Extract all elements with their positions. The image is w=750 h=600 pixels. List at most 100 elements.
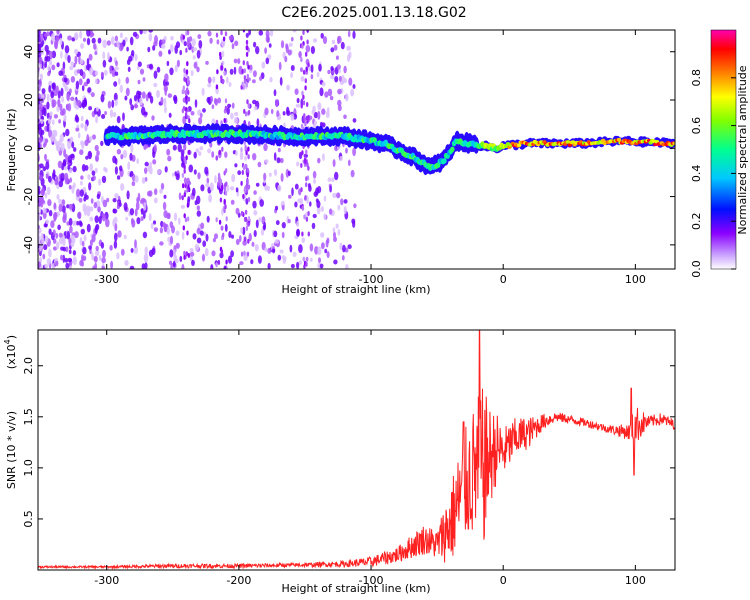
noise-blob xyxy=(207,30,212,37)
noise-blob xyxy=(327,88,333,97)
noise-blob xyxy=(231,234,234,239)
noise-blob xyxy=(55,176,59,186)
noise-blob xyxy=(321,108,326,115)
noise-blob xyxy=(305,66,308,72)
noise-blob xyxy=(186,75,190,81)
noise-blob xyxy=(336,192,341,199)
spectrogram-frame xyxy=(37,29,676,270)
noise-blob xyxy=(119,84,124,94)
noise-blob xyxy=(91,170,96,176)
noise-blob xyxy=(298,244,303,254)
noise-blob xyxy=(129,265,135,269)
noise-blob xyxy=(247,197,251,202)
noise-blob xyxy=(92,175,96,181)
noise-blob xyxy=(39,242,42,252)
noise-blob xyxy=(142,231,148,239)
noise-blob xyxy=(48,210,53,217)
noise-blob xyxy=(130,104,134,111)
noise-blob xyxy=(183,76,186,82)
noise-blob xyxy=(101,257,106,264)
noise-blob xyxy=(156,169,162,175)
noise-blob xyxy=(333,259,338,265)
noise-blob xyxy=(128,55,133,62)
noise-blob xyxy=(249,64,253,71)
noise-blob xyxy=(334,76,339,83)
noise-blob xyxy=(94,215,99,224)
noise-blob xyxy=(345,147,348,154)
noise-blob xyxy=(208,194,213,203)
noise-blob xyxy=(160,44,166,49)
noise-blob xyxy=(137,192,141,202)
spectrogram-ylabel: Frequency (Hz) xyxy=(5,109,18,192)
noise-blob xyxy=(187,252,190,258)
noise-blob xyxy=(60,254,64,261)
noise-blob xyxy=(212,76,216,84)
noise-blob xyxy=(183,68,186,74)
noise-blob xyxy=(233,117,238,124)
noise-blob xyxy=(48,129,53,138)
noise-blob xyxy=(305,216,309,222)
noise-blob xyxy=(222,232,225,238)
noise-blob xyxy=(70,241,75,248)
noise-blob xyxy=(352,30,356,39)
noise-blob xyxy=(81,240,85,247)
noise-blob xyxy=(60,172,65,182)
noise-blob xyxy=(171,225,175,234)
noise-blob xyxy=(222,36,226,42)
noise-blob xyxy=(177,143,182,153)
noise-blob xyxy=(114,99,118,107)
noise-blob xyxy=(144,167,148,175)
noise-blob xyxy=(148,249,154,258)
noise-blob xyxy=(46,31,50,37)
noise-blob xyxy=(156,66,161,73)
noise-blob xyxy=(79,237,83,246)
noise-blob xyxy=(74,32,79,41)
noise-blob xyxy=(321,242,325,250)
noise-blob xyxy=(251,241,255,247)
noise-blob xyxy=(101,114,106,119)
noise-blob xyxy=(166,148,171,156)
noise-blob xyxy=(184,106,188,112)
noise-blob xyxy=(94,70,99,76)
noise-blob xyxy=(306,256,309,262)
noise-blob xyxy=(285,168,290,178)
noise-blob xyxy=(224,168,228,174)
noise-blob xyxy=(331,177,335,183)
noise-blob xyxy=(181,89,184,95)
noise-blob xyxy=(83,196,87,202)
noise-blob xyxy=(259,199,265,207)
noise-blob xyxy=(142,210,146,219)
noise-blob xyxy=(253,41,257,48)
noise-blob xyxy=(244,111,248,117)
noise-blob xyxy=(129,208,135,216)
noise-blob xyxy=(124,259,129,266)
noise-blob xyxy=(228,81,232,87)
snr-xtick-label: 0 xyxy=(500,574,507,587)
noise-blob xyxy=(70,61,75,66)
noise-blob xyxy=(89,206,94,212)
noise-blob xyxy=(145,94,149,102)
noise-blob xyxy=(62,215,67,223)
noise-blob xyxy=(38,56,43,64)
noise-blob xyxy=(72,165,77,173)
noise-blob xyxy=(48,248,52,258)
noise-blob xyxy=(170,44,174,53)
noise-blob xyxy=(231,43,235,50)
noise-blob xyxy=(181,195,184,201)
noise-blob xyxy=(65,262,70,269)
noise-blob xyxy=(63,114,67,122)
noise-blob xyxy=(335,55,339,60)
noise-blob xyxy=(347,159,351,167)
noise-blob xyxy=(65,128,70,137)
noise-blob xyxy=(139,30,143,35)
noise-blob xyxy=(198,40,203,49)
noise-blob xyxy=(123,234,127,240)
noise-blob xyxy=(116,115,121,124)
noise-blob xyxy=(337,229,341,236)
noise-blob xyxy=(256,118,260,127)
noise-blob xyxy=(298,260,303,265)
noise-blob xyxy=(216,39,220,45)
noise-blob xyxy=(212,237,216,243)
noise-blob xyxy=(220,30,223,36)
noise-blob xyxy=(113,216,118,224)
